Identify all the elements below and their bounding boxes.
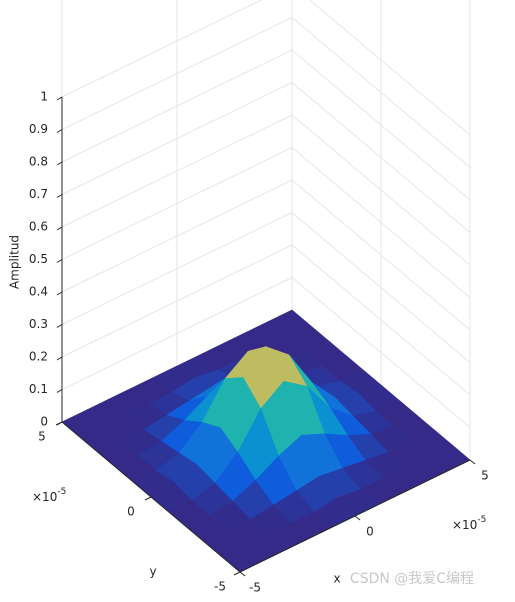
y-tick-label: 0 (127, 505, 135, 519)
z-tick (56, 259, 63, 263)
y-tick-label: -5 (214, 580, 226, 594)
z-tick-label: 0.8 (29, 155, 48, 169)
y-tick (144, 496, 152, 501)
x-scale-exponent: -5 (477, 515, 486, 525)
z-tick-label: 0.1 (29, 382, 48, 396)
z-tick (56, 389, 63, 393)
z-tick-label: 0 (40, 415, 48, 429)
z-tick (56, 161, 63, 166)
x-scale: ×10-5 (452, 515, 486, 532)
z-tick (56, 129, 63, 133)
z-tick (56, 96, 63, 101)
z-tick-label: 0.6 (29, 220, 48, 234)
y-tick-label: 5 (38, 430, 46, 444)
watermark: CSDN @我爱C编程 (350, 571, 474, 587)
y-scale: ×10-5 (32, 487, 66, 504)
y-tick (233, 571, 241, 576)
z-tick (56, 226, 63, 231)
z-tick (56, 324, 63, 328)
z-tick-label: 0.4 (29, 285, 48, 299)
z-tick-label: 0.3 (29, 317, 48, 331)
y-axis-label: y (149, 565, 156, 579)
y-scale-base: ×10 (32, 490, 57, 504)
z-tick-label: 0.7 (29, 187, 48, 201)
z-tick-label: 0.2 (29, 350, 48, 364)
z-tick-label: 0.9 (29, 122, 48, 136)
x-scale-base: ×10 (452, 518, 477, 532)
x-tick-label: 0 (366, 525, 374, 539)
x-tick (239, 571, 246, 577)
x-tick (354, 515, 361, 521)
z-tick-label: 1 (40, 90, 48, 104)
z-tick (56, 291, 63, 296)
z-tick (56, 356, 63, 361)
z-axis-label: Amplitud (8, 235, 22, 289)
x-tick (469, 459, 476, 465)
x-tick-label: 5 (481, 469, 489, 483)
x-axis-label: x (333, 572, 340, 586)
y-scale-exponent: -5 (57, 487, 66, 497)
y-tick (55, 421, 63, 426)
z-tick-label: 0.5 (29, 252, 48, 266)
z-tick (56, 194, 63, 198)
x-tick-label: -5 (249, 581, 261, 595)
